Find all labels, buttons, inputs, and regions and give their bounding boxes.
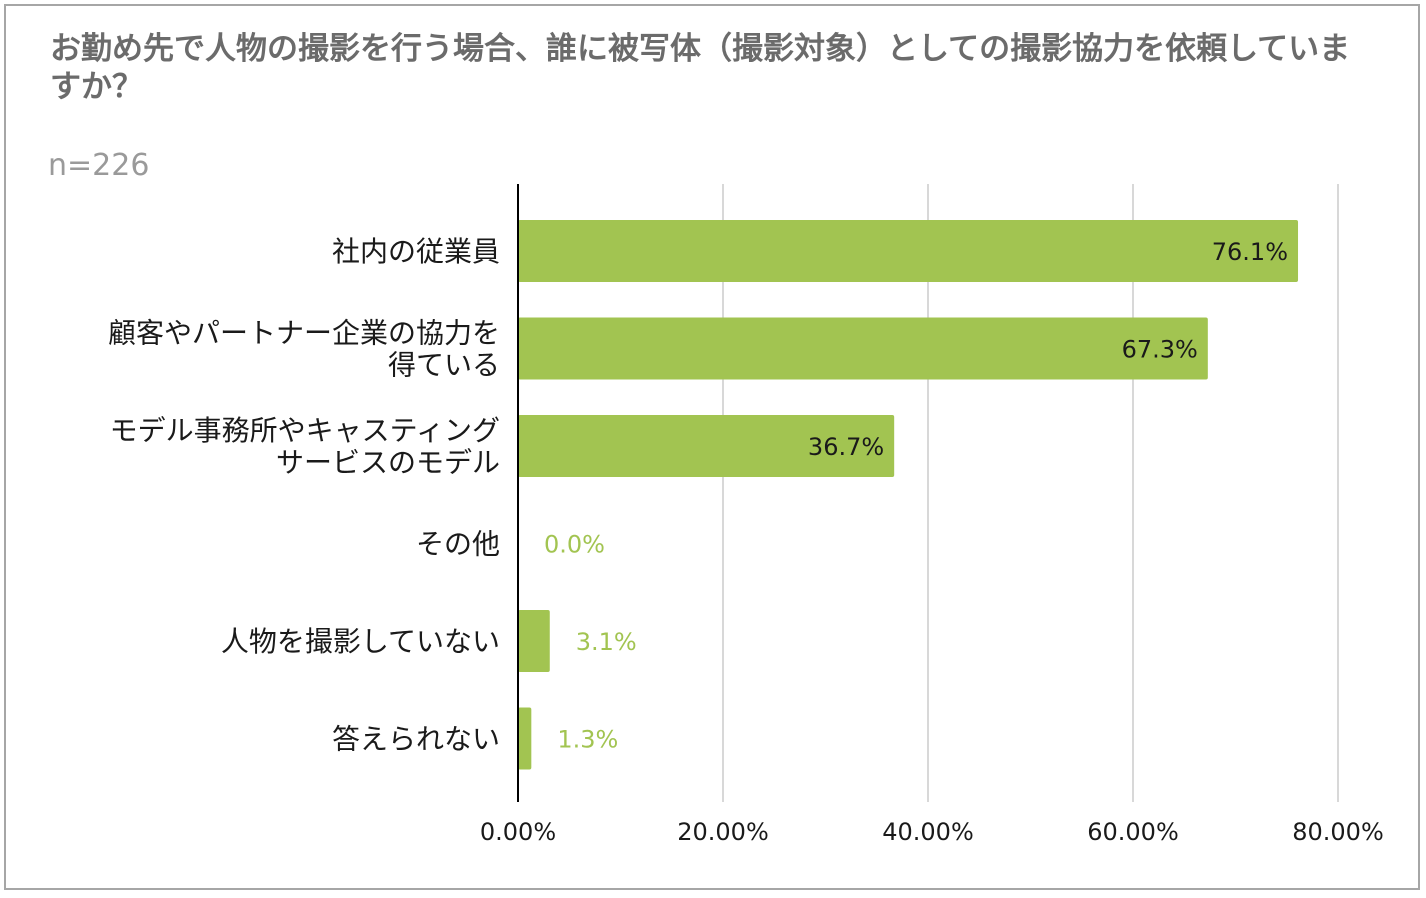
x-tick-label: 80.00% (1292, 818, 1384, 846)
bar (518, 317, 1208, 380)
sample-size-label: n=226 (48, 148, 150, 183)
category-label: モデル事務所やキャスティング (110, 414, 500, 447)
x-tick-label: 60.00% (1087, 818, 1179, 846)
data-label: 76.1% (1212, 238, 1288, 266)
x-tick-label: 40.00% (882, 818, 974, 846)
data-label: 0.0% (544, 531, 605, 559)
bar (518, 610, 550, 672)
bar (518, 415, 895, 477)
category-label: 顧客やパートナー企業の協力を (108, 317, 500, 350)
category-label: 得ている (388, 349, 500, 382)
category-label: 人物を撮影していない (221, 625, 500, 658)
data-label: 67.3% (1122, 336, 1198, 364)
bar (518, 220, 1299, 282)
data-label: 3.1% (576, 628, 637, 656)
bar (518, 707, 532, 770)
category-label: 社内の従業員 (332, 235, 500, 268)
chart-title: お勤め先で人物の撮影を行う場合、誰に被写体（撮影対象）としての撮影協力を依頼して… (50, 31, 1351, 105)
data-label: 36.7% (808, 433, 884, 461)
data-label: 1.3% (557, 726, 618, 754)
category-label: その他 (416, 528, 500, 561)
x-tick-label: 0.00% (480, 818, 556, 846)
x-tick-label: 20.00% (677, 818, 769, 846)
category-label: サービスのモデル (276, 446, 500, 479)
category-label: 答えられない (332, 723, 500, 756)
